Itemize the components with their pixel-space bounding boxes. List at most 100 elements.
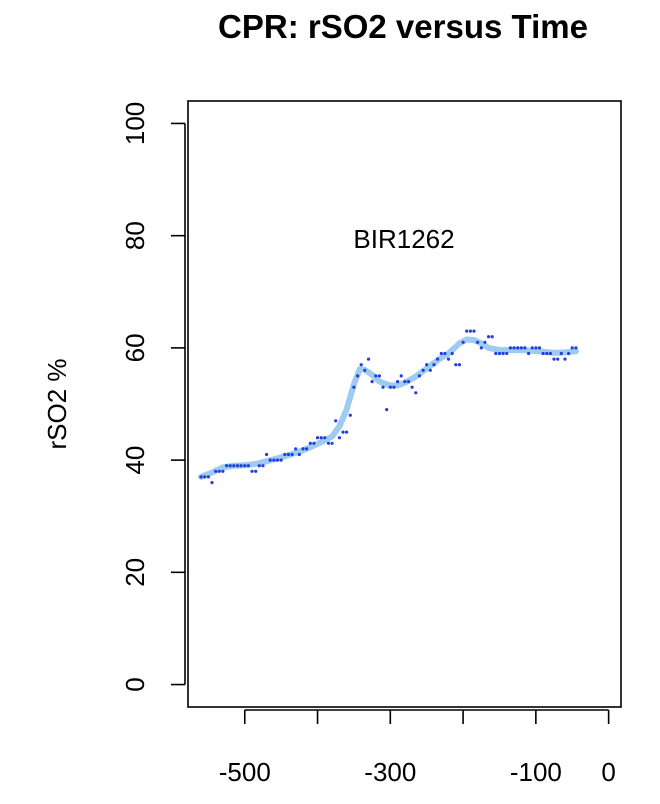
- data-point: [519, 346, 523, 350]
- data-point: [414, 391, 418, 395]
- data-point: [541, 351, 545, 356]
- smooth-line: [198, 336, 579, 480]
- data-point: [527, 351, 531, 356]
- data-point: [374, 374, 378, 378]
- data-point: [297, 452, 301, 457]
- x-tick-label: -100: [510, 757, 562, 787]
- data-point: [301, 447, 305, 451]
- data-point: [305, 447, 309, 451]
- data-point: [334, 419, 338, 423]
- data-point: [530, 346, 534, 350]
- data-point: [479, 346, 483, 350]
- data-point: [443, 351, 447, 356]
- data-point: [326, 441, 331, 445]
- data-point: [363, 368, 367, 372]
- data-point: [516, 346, 520, 350]
- data-point: [235, 464, 240, 468]
- data-point: [243, 464, 247, 468]
- data-point: [545, 351, 549, 356]
- y-tick-label: 80: [120, 221, 150, 250]
- data-point: [428, 368, 432, 372]
- data-point: [436, 357, 440, 361]
- data-point: [410, 385, 414, 389]
- data-point: [308, 441, 312, 445]
- y-tick-label: 100: [120, 102, 150, 145]
- data-point: [199, 475, 203, 479]
- data-point: [265, 452, 269, 457]
- data-point: [275, 458, 280, 462]
- data-point: [570, 346, 574, 350]
- data-point: [286, 452, 290, 457]
- data-point: [501, 351, 505, 356]
- data-point: [381, 385, 385, 389]
- x-tick-label: -300: [364, 757, 416, 787]
- data-point: [217, 469, 221, 473]
- data-point: [206, 475, 210, 479]
- data-point: [210, 481, 214, 485]
- data-point: [315, 436, 320, 440]
- data-point: [370, 380, 374, 384]
- data-point: [330, 441, 334, 445]
- data-point: [392, 385, 396, 389]
- data-point: [232, 464, 236, 468]
- data-point: [534, 346, 538, 350]
- data-point: [399, 374, 403, 378]
- x-tick-label: -500: [219, 757, 271, 787]
- data-point: [494, 351, 498, 356]
- data-point: [457, 363, 461, 367]
- data-point: [468, 329, 472, 333]
- chart-annotation: BIR1262: [353, 224, 454, 254]
- x-axis: -500 -300 -100 0: [219, 709, 616, 787]
- data-point: [366, 357, 371, 361]
- data-point: [446, 357, 451, 361]
- data-point: [574, 346, 578, 350]
- y-axis-label: rSO2 %: [42, 358, 72, 449]
- data-point: [348, 413, 352, 417]
- data-point: [312, 441, 316, 445]
- data-point: [508, 346, 512, 350]
- data-point: [345, 430, 349, 434]
- smooth-layer: [198, 336, 579, 480]
- data-point: [465, 329, 469, 333]
- data-point: [497, 351, 502, 356]
- data-point: [337, 436, 341, 440]
- data-point: [294, 447, 298, 451]
- data-point: [537, 346, 542, 350]
- y-tick-label: 60: [120, 333, 150, 362]
- data-point: [476, 340, 480, 344]
- data-point: [221, 469, 225, 473]
- data-point: [417, 374, 421, 378]
- data-point: [283, 452, 287, 457]
- data-point: [563, 357, 567, 361]
- data-point: [257, 464, 261, 468]
- data-point: [432, 363, 436, 367]
- points-layer: [199, 329, 578, 485]
- data-point: [567, 351, 571, 356]
- x-tick-label: 0: [601, 757, 615, 787]
- data-point: [352, 385, 356, 389]
- data-point: [450, 351, 454, 356]
- data-point: [505, 351, 509, 356]
- data-point: [461, 340, 465, 344]
- plot-frame: [187, 100, 622, 708]
- data-point: [512, 346, 516, 350]
- data-point: [523, 346, 527, 350]
- data-point: [323, 436, 327, 440]
- data-point: [454, 363, 458, 367]
- data-point: [203, 475, 207, 479]
- y-tick-label: 0: [120, 677, 150, 691]
- data-point: [356, 374, 360, 378]
- data-point: [228, 464, 232, 468]
- data-point: [552, 357, 556, 361]
- data-point: [272, 458, 276, 462]
- y-axis: 0 20 40 60 80 100: [120, 102, 186, 692]
- chart-title: CPR: rSO2 versus Time: [218, 8, 588, 45]
- data-point: [548, 351, 553, 356]
- data-point: [559, 351, 563, 356]
- data-point: [268, 458, 272, 462]
- data-point: [239, 464, 243, 468]
- data-point: [385, 408, 389, 412]
- data-point: [377, 374, 381, 378]
- data-point: [483, 340, 487, 344]
